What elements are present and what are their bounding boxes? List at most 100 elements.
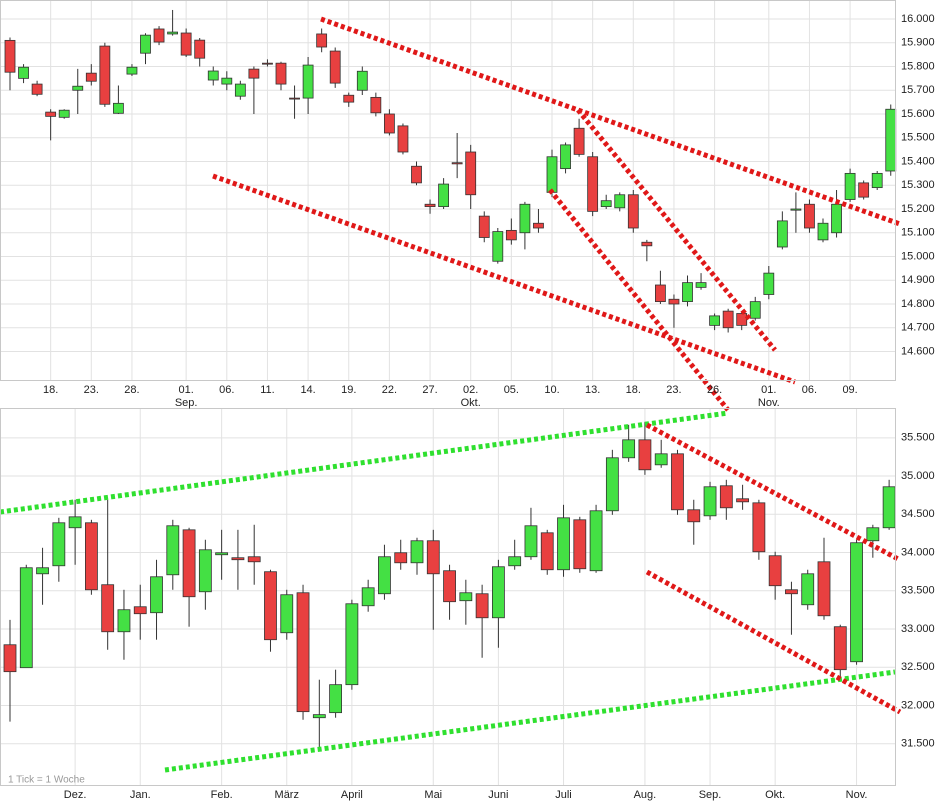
y-tick-label: 32.500	[901, 661, 935, 673]
x-tick-label: 19.	[341, 384, 356, 396]
candle-body	[871, 172, 883, 189]
candle-body	[370, 96, 382, 114]
candle-body	[641, 241, 653, 247]
x-tick-label: Dez.	[64, 789, 87, 801]
mark-layer	[3, 9, 897, 748]
candle-body	[605, 457, 619, 512]
x-tick-label: 18.	[43, 384, 58, 396]
trend-line	[0, 410, 729, 515]
candle-body	[397, 125, 409, 153]
candle-body	[546, 156, 558, 193]
candle-body	[443, 570, 456, 603]
x-tick-label: 11.	[260, 384, 274, 396]
candle-body	[573, 519, 587, 570]
x-tick-label: Juni	[488, 789, 508, 801]
y-tick-label: 15.700	[901, 84, 935, 96]
candle-body	[573, 127, 585, 155]
candle-body	[736, 313, 748, 326]
candle-body	[99, 45, 111, 105]
candle-body	[101, 584, 115, 633]
trend-line	[164, 669, 896, 773]
candle-body	[850, 542, 863, 663]
y-tick-label: 15.800	[901, 60, 935, 72]
y-tick-label: 14.700	[901, 322, 935, 334]
y-tick-label: 34.000	[901, 546, 935, 558]
y-tick-label: 32.000	[901, 699, 935, 711]
candle-body	[622, 439, 636, 459]
x-tick-label: Jan.	[130, 789, 151, 801]
month-label: Okt.	[461, 397, 481, 409]
candle-body	[785, 589, 798, 595]
y-tick-label: 15.200	[901, 203, 935, 215]
candle-body	[194, 39, 206, 59]
candle-body	[343, 94, 355, 103]
candle-body	[638, 439, 652, 471]
candle-body	[587, 156, 599, 212]
candle-body	[866, 527, 880, 542]
candle-body	[85, 72, 97, 82]
y-tick-label: 15.600	[901, 108, 935, 120]
candle-body	[312, 714, 326, 719]
candle-body	[150, 576, 163, 614]
candle-body	[361, 587, 375, 607]
y-tick-label: 15.500	[901, 132, 935, 144]
trend-line	[645, 422, 902, 563]
candle-body	[508, 556, 522, 567]
candle-body	[126, 66, 138, 75]
candle-body	[410, 540, 424, 564]
y-tick-label: 35.000	[901, 470, 935, 482]
candle-body	[231, 557, 245, 561]
candle-body	[763, 272, 775, 295]
month-label: Sep.	[175, 397, 198, 409]
candle-body	[492, 231, 504, 262]
candle-body	[264, 571, 277, 641]
candle-body	[356, 70, 368, 91]
candle-body	[383, 113, 395, 134]
candle-body	[719, 485, 733, 509]
y-tick-label: 15.400	[901, 155, 935, 167]
candle-body	[831, 203, 842, 234]
x-tick-label: Okt.	[765, 789, 785, 801]
y-tick-label: 14.600	[901, 345, 935, 357]
y-tick-label: 15.900	[901, 37, 935, 49]
x-tick-label: März	[275, 789, 299, 801]
x-tick-label: 09.	[842, 384, 857, 396]
candle-body	[858, 182, 870, 198]
y-tick-label: 14.800	[901, 298, 935, 310]
candle-body	[790, 208, 802, 211]
trend-line	[320, 16, 901, 227]
candle-body	[36, 567, 49, 575]
x-tick-label: 06.	[219, 384, 234, 396]
candle-body	[52, 522, 66, 567]
candle-body	[614, 194, 626, 209]
candle-body	[18, 66, 29, 79]
candle-body	[885, 108, 897, 172]
x-tick-label: Sep.	[699, 789, 722, 801]
candle-body	[180, 32, 192, 56]
candle-body	[655, 284, 666, 303]
candle-body	[736, 498, 749, 503]
candle-body	[465, 151, 477, 196]
candle-body	[438, 183, 450, 208]
candle-body	[221, 77, 233, 85]
candle-body	[426, 540, 440, 575]
candle-body	[345, 603, 359, 686]
x-tick-label: Aug.	[634, 789, 657, 801]
x-tick-label: 05.	[504, 384, 519, 396]
candle-body	[654, 453, 668, 466]
candle-body	[302, 64, 314, 99]
month-label: Nov.	[758, 397, 780, 409]
x-tick-label: 02.	[463, 384, 478, 396]
footnote: 1 Tick = 1 Woche	[8, 775, 85, 786]
candle-body	[166, 525, 180, 576]
candle-body	[749, 301, 761, 319]
candle-body	[113, 102, 124, 114]
x-tick-label: April	[341, 789, 363, 801]
candle-body	[58, 109, 70, 118]
x-tick-label: 18.	[626, 384, 641, 396]
y-tick-label: 34.500	[901, 508, 935, 520]
candle-body	[668, 298, 680, 305]
candle-body	[133, 606, 147, 615]
x-tick-label: 28.	[124, 384, 139, 396]
candle-body	[329, 684, 343, 714]
